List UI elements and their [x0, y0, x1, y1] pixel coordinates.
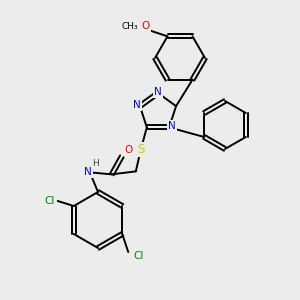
Text: Cl: Cl: [133, 251, 143, 261]
Text: CH₃: CH₃: [121, 22, 138, 31]
Text: O: O: [141, 21, 150, 31]
Text: Cl: Cl: [45, 196, 55, 206]
Text: N: N: [84, 167, 92, 177]
Text: N: N: [168, 122, 176, 131]
Text: N: N: [154, 87, 162, 97]
Text: H: H: [92, 159, 99, 168]
Text: N: N: [133, 100, 141, 110]
Text: S: S: [137, 143, 145, 156]
Text: O: O: [125, 146, 133, 155]
